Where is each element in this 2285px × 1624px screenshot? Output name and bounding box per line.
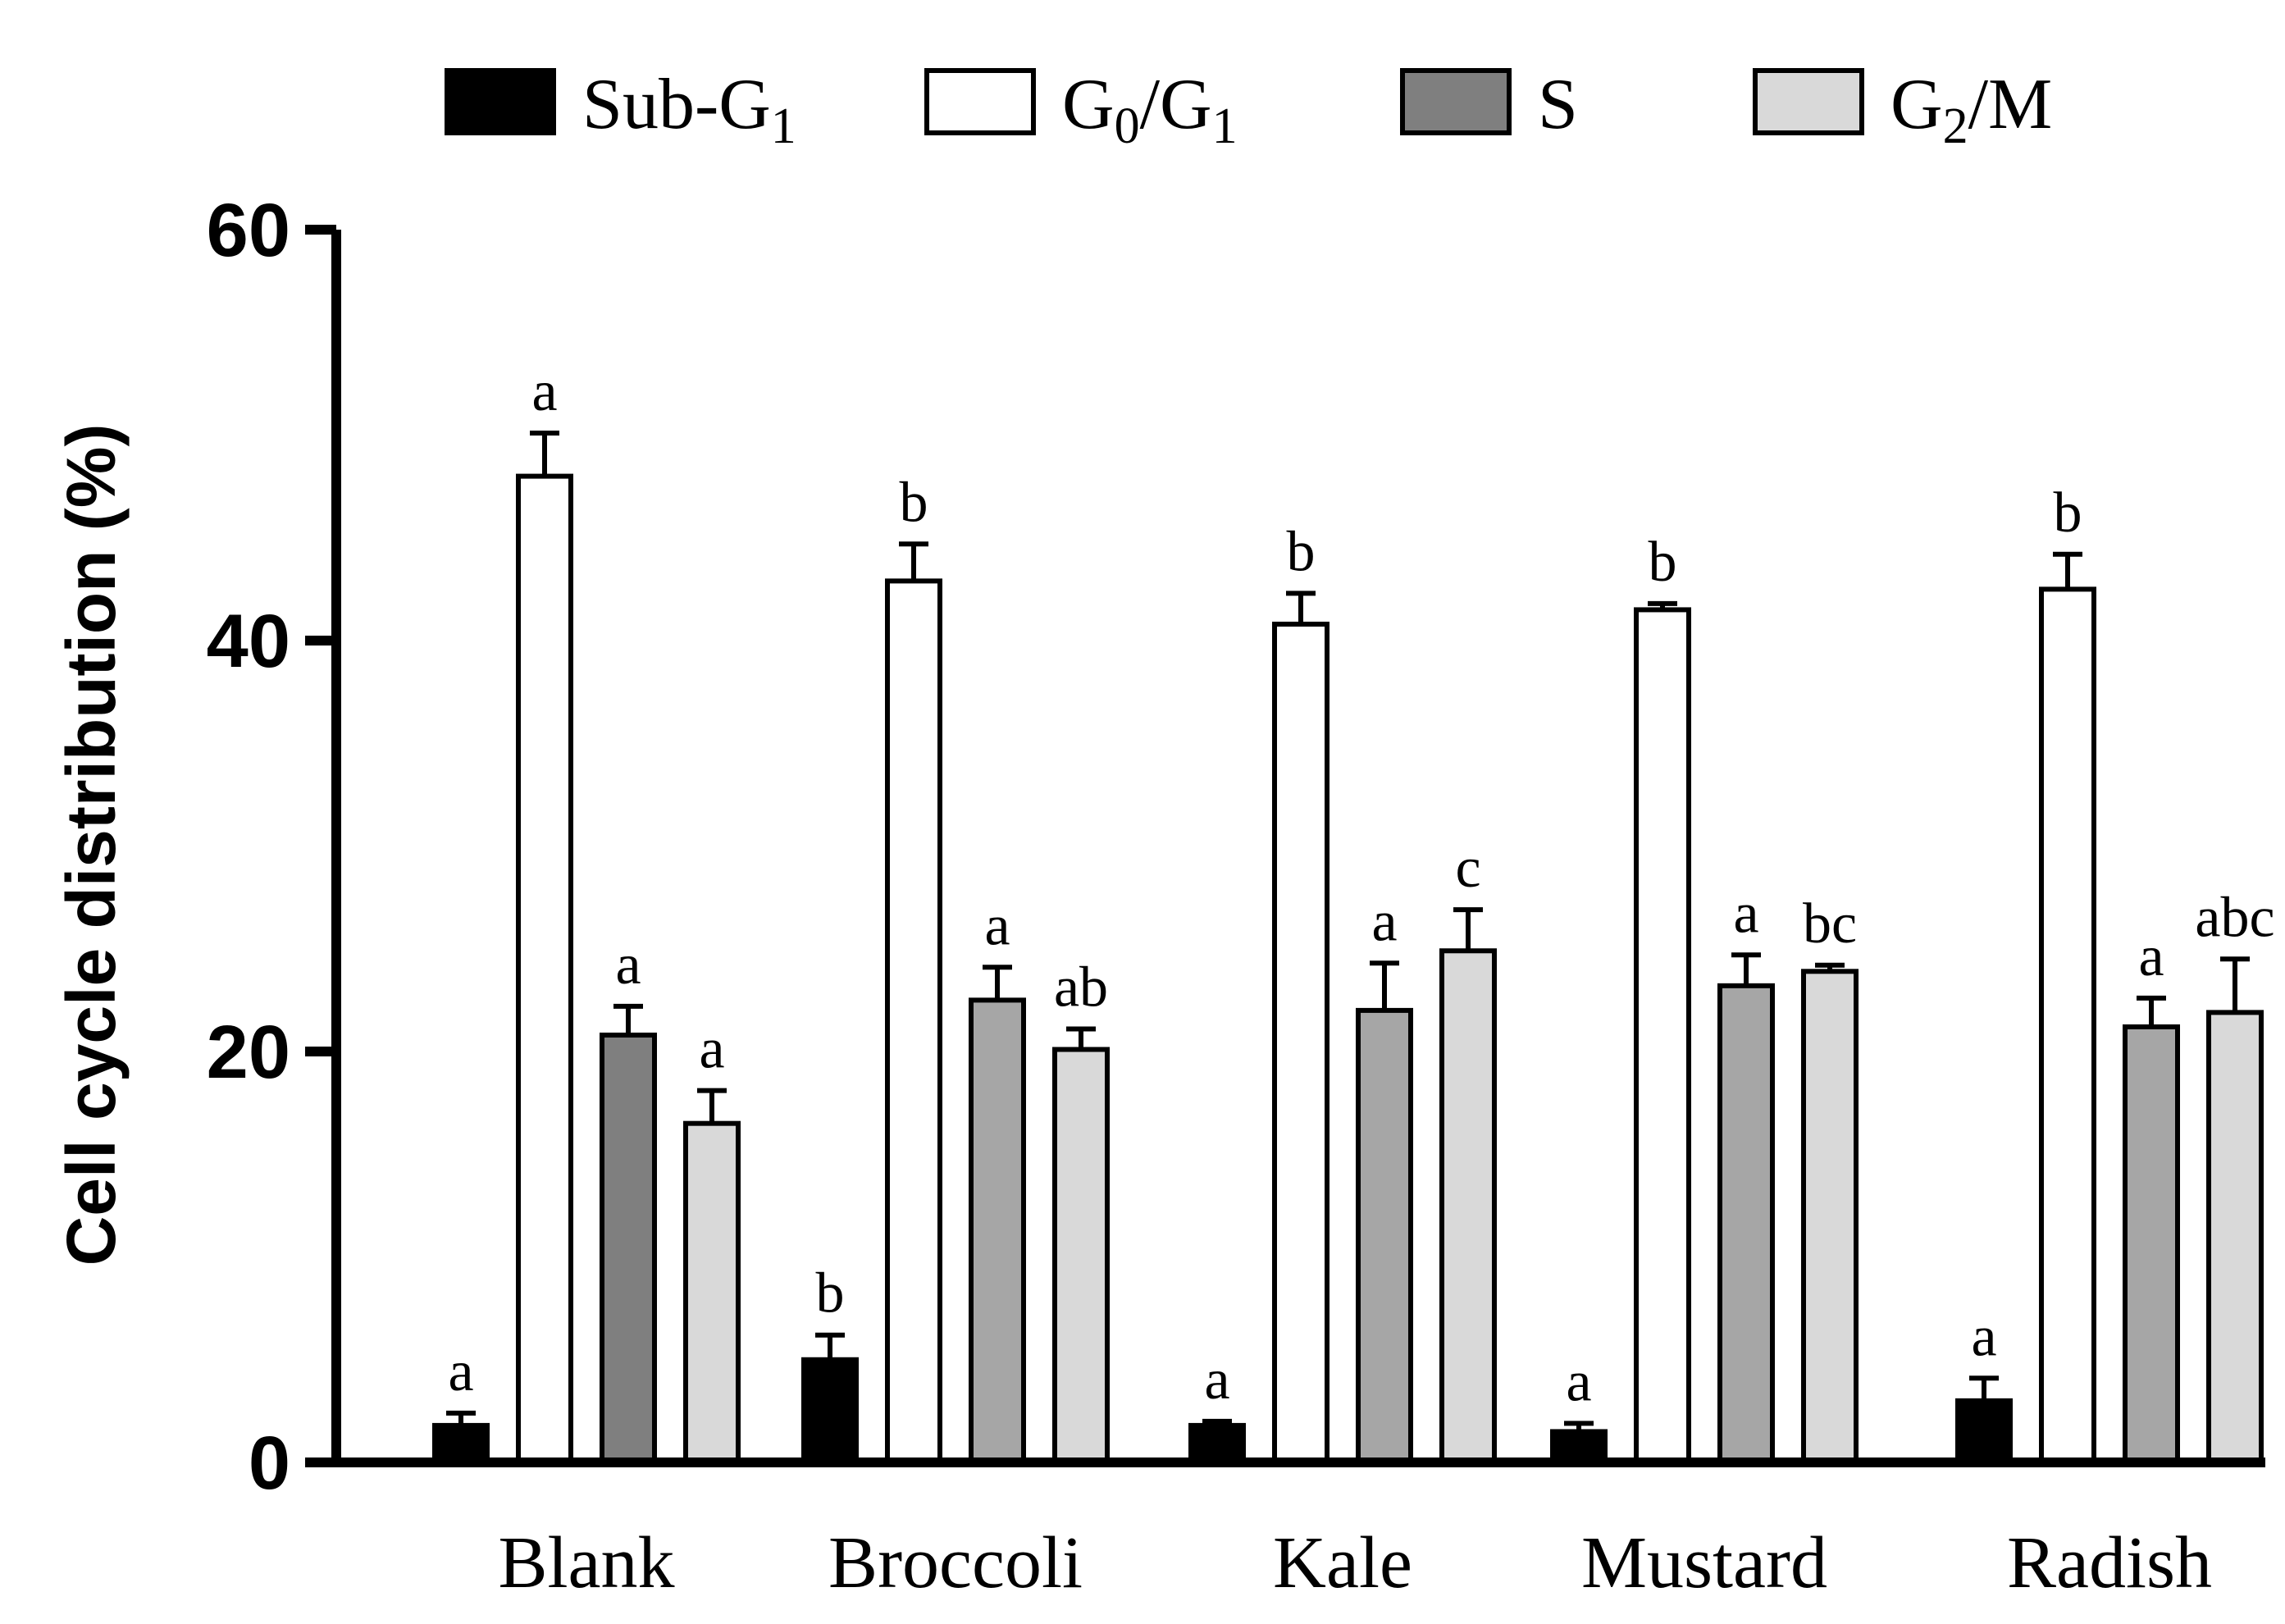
legend-swatch <box>924 68 1036 135</box>
x-category-label: Kale <box>1273 1522 1412 1603</box>
bar-sub-g1-blank <box>432 1422 490 1466</box>
significance-letter: a <box>615 933 641 997</box>
significance-letter: b <box>816 1262 845 1325</box>
x-category-label: Broccoli <box>828 1522 1083 1603</box>
y-tick-label: 20 <box>207 1010 290 1094</box>
significance-letter: b <box>1649 531 1677 594</box>
legend-label: Sub-G1 <box>582 65 796 154</box>
legend-swatch <box>1400 68 1512 135</box>
bar-g0-g1-kale <box>1272 621 1329 1465</box>
bar-g0-g1-broccoli <box>885 578 942 1465</box>
significance-letter: a <box>1371 890 1397 953</box>
legend-swatch <box>445 68 556 135</box>
bar-s-mustard <box>1717 983 1775 1465</box>
bar-g0-g1-mustard <box>1634 607 1691 1465</box>
y-tick-label: 60 <box>207 189 290 272</box>
legend-label: G0/G1 <box>1062 65 1238 154</box>
y-ticks: 0 20 40 60 <box>207 189 336 1505</box>
bar-g2-m-kale <box>1439 948 1497 1465</box>
x-category-labels: Blank Broccoli Kale Mustard Radish <box>499 1522 2213 1603</box>
axes-layer <box>331 230 2265 1467</box>
significance-letter: b <box>1287 520 1316 583</box>
x-category-label: Mustard <box>1581 1522 1827 1603</box>
bar-g2-m-radish <box>2206 1010 2264 1465</box>
significance-letter: b <box>2054 481 2082 545</box>
bar-g2-m-broccoli <box>1052 1047 1110 1465</box>
significance-letter: b <box>900 471 928 534</box>
bar-g0-g1-radish <box>2039 586 2096 1465</box>
y-tick-label: 0 <box>249 1421 290 1505</box>
bar-sub-g1-radish <box>1955 1398 2013 1465</box>
bar-s-blank <box>600 1032 657 1465</box>
y-tick-label: 40 <box>207 600 290 683</box>
significance-letter: a <box>531 360 557 423</box>
bar-s-radish <box>2123 1024 2180 1465</box>
x-category-label: Radish <box>2007 1522 2212 1603</box>
significance-letter: a <box>1733 882 1758 945</box>
significance-letter: a <box>2138 925 2164 988</box>
significance-letter: a <box>699 1018 724 1081</box>
significance-letter: abc <box>2195 886 2274 949</box>
significance-letter: a <box>1566 1350 1591 1413</box>
x-category-label: Blank <box>499 1522 675 1603</box>
significance-letter: c <box>1455 837 1480 900</box>
significance-letter: a <box>1204 1348 1229 1412</box>
bar-sub-g1-broccoli <box>801 1357 859 1465</box>
bar-g2-m-blank <box>683 1120 741 1466</box>
bar-s-kale <box>1356 1007 1413 1465</box>
y-axis-label: Cell cycle distribution (%) <box>52 424 130 1266</box>
significance-letter: a <box>1971 1305 1996 1368</box>
significance-letter: ab <box>1054 956 1108 1019</box>
significance-letter: a <box>984 894 1010 957</box>
legend: Sub-G1 G0/G1 S G2/M <box>445 65 2052 154</box>
bar-g0-g1-blank <box>516 473 573 1465</box>
significance-letter: a <box>448 1340 473 1403</box>
bar-sub-g1-kale <box>1188 1422 1246 1466</box>
legend-label: S <box>1538 65 1578 144</box>
significance-letter: bc <box>1803 892 1857 956</box>
bar-g2-m-mustard <box>1801 969 1859 1466</box>
legend-label: G2/M <box>1890 65 2052 154</box>
bar-s-broccoli <box>969 997 1026 1465</box>
legend-swatch <box>1753 68 1864 135</box>
